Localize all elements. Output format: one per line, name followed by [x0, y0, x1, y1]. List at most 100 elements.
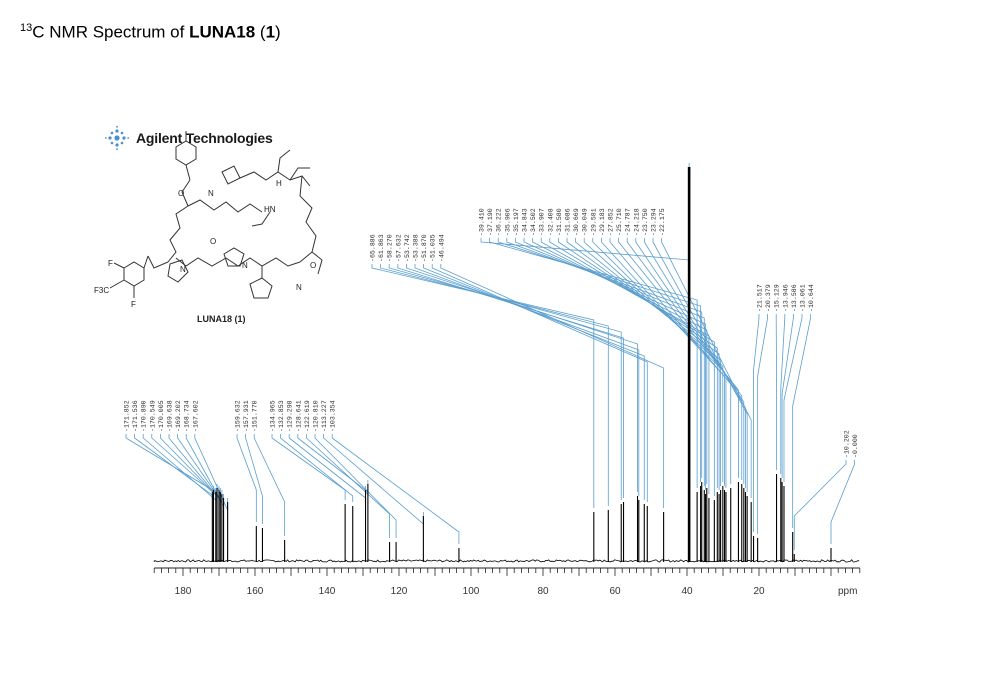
peak-label: -10.644 — [808, 284, 815, 312]
peak-label: -46.494 — [438, 234, 445, 262]
peak-leader-line — [757, 314, 768, 534]
peak-label: -39.410 — [479, 208, 486, 236]
peak-leader-line — [566, 238, 720, 490]
atom-label-n: N — [208, 189, 214, 198]
peak-leader-line — [780, 314, 786, 474]
peak-label: -24.787 — [625, 208, 632, 236]
x-axis: 180 160 140 120 100 80 60 40 20 — [153, 567, 861, 597]
peak-leader-line — [194, 434, 229, 511]
atom-label-hn: HN — [264, 205, 276, 214]
peak-leader-line — [125, 434, 213, 491]
structure-atom-labels: F F3C F HN N N N N O O O H — [94, 179, 316, 309]
peak-leader-line — [793, 460, 847, 550]
title-superscript: 13 — [20, 22, 33, 34]
peak-leader-line — [271, 434, 346, 500]
peak-label: -159.632 — [235, 400, 242, 432]
peak-label: -30.669 — [573, 208, 580, 236]
title-compound: LUNA18 — [189, 22, 256, 42]
peak-leader-line — [781, 314, 794, 478]
peak-leader-line — [652, 238, 748, 492]
peak-leader-line — [583, 238, 724, 482]
peak-leader-line — [609, 238, 732, 484]
peak-label: -20.379 — [765, 284, 772, 312]
structure-ring-pyrrolidine — [167, 259, 189, 283]
peak-label: -0.000 — [852, 434, 859, 458]
structure-backbone — [147, 255, 169, 269]
peak-leader-line — [783, 314, 803, 482]
peak-label: -170.549 — [149, 400, 156, 432]
structure-backbone — [299, 175, 317, 263]
atom-label-h: H — [276, 179, 282, 188]
peak-label: -36.222 — [496, 208, 503, 236]
atom-label-cf3: F3C — [94, 286, 109, 295]
peak-leader-line — [489, 238, 698, 488]
peak-label: -53.742 — [404, 234, 411, 262]
peak-leader-line — [532, 238, 708, 484]
x-axis-label: ppm — [838, 586, 857, 597]
peak-label: -35.906 — [504, 208, 511, 236]
brand-name: Agilent Technologies — [136, 130, 273, 146]
peak-label: -171.536 — [132, 400, 139, 432]
structure-backbone — [175, 257, 227, 267]
peak-label: -23.294 — [651, 208, 658, 236]
peak-leader-line — [423, 264, 645, 500]
structure-backbone — [187, 199, 263, 213]
peak-label: -51.870 — [421, 234, 428, 262]
peak-label: -65.886 — [370, 234, 377, 262]
title-open: ( — [255, 22, 266, 42]
peak-leader-line — [236, 434, 257, 522]
x-tick-label: 180 — [175, 586, 192, 597]
peak-label: -169.202 — [175, 400, 182, 432]
structure-sidechain — [277, 149, 291, 173]
peak-label: -29.183 — [599, 208, 606, 236]
structure-sidechain — [289, 167, 310, 181]
peak-leader-line — [601, 238, 727, 488]
x-tick-label: 160 — [247, 586, 264, 597]
title-close: ) — [275, 22, 281, 42]
peak-label: -27.852 — [608, 208, 615, 236]
peak-leader-line — [549, 238, 715, 496]
peak-leader-line — [661, 238, 752, 498]
peak-leader-line — [245, 434, 263, 524]
peak-label: -167.602 — [192, 400, 199, 432]
peak-leader-line — [280, 434, 354, 502]
peak-label: -25.710 — [616, 208, 623, 236]
peak-leader-line — [288, 434, 366, 499]
peak-label: -22.175 — [659, 208, 666, 236]
peak-label: -129.298 — [287, 400, 294, 432]
peak-label: -23.750 — [642, 208, 649, 236]
peak-label: -113.227 — [321, 400, 328, 432]
peak-label: -168.734 — [184, 400, 191, 432]
peak-label: -29.581 — [590, 208, 597, 236]
peak-label: -53.388 — [413, 234, 420, 262]
peak-leader-line — [314, 434, 397, 538]
peak-leader-line — [323, 434, 424, 525]
peak-label: -151.770 — [252, 400, 259, 432]
peak-leader-line — [440, 264, 665, 508]
structure-bond — [185, 164, 191, 181]
structure-ring-aryl-bottom — [123, 261, 145, 287]
structure-ring-azetidine — [221, 165, 241, 185]
compound-label: LUNA18 (1) — [197, 314, 246, 324]
peak-leader-line — [558, 238, 718, 488]
peak-label: -169.638 — [167, 400, 174, 432]
peak-leader-line — [626, 238, 743, 480]
peak-leader-line — [497, 238, 702, 482]
peak-label: -31.086 — [565, 208, 572, 236]
peak-leader-line — [414, 264, 640, 496]
structure-backbone — [167, 179, 191, 263]
peak-label: -15.129 — [774, 284, 781, 312]
peak-leader-line — [380, 264, 609, 506]
peak-leader-line — [297, 434, 369, 493]
peak-leader-line — [515, 238, 705, 486]
atom-label-f-top: F — [108, 259, 113, 268]
peak-label: -58.270 — [387, 234, 394, 262]
atom-label-n: N — [242, 261, 248, 270]
title-prefix: C NMR Spectrum of — [32, 22, 190, 42]
peak-label: -13.061 — [800, 284, 807, 312]
peak-label: -34.843 — [522, 208, 529, 236]
peak-label: -122.619 — [304, 400, 311, 432]
peak-leader-line — [177, 434, 223, 504]
structure-bond — [113, 262, 125, 269]
